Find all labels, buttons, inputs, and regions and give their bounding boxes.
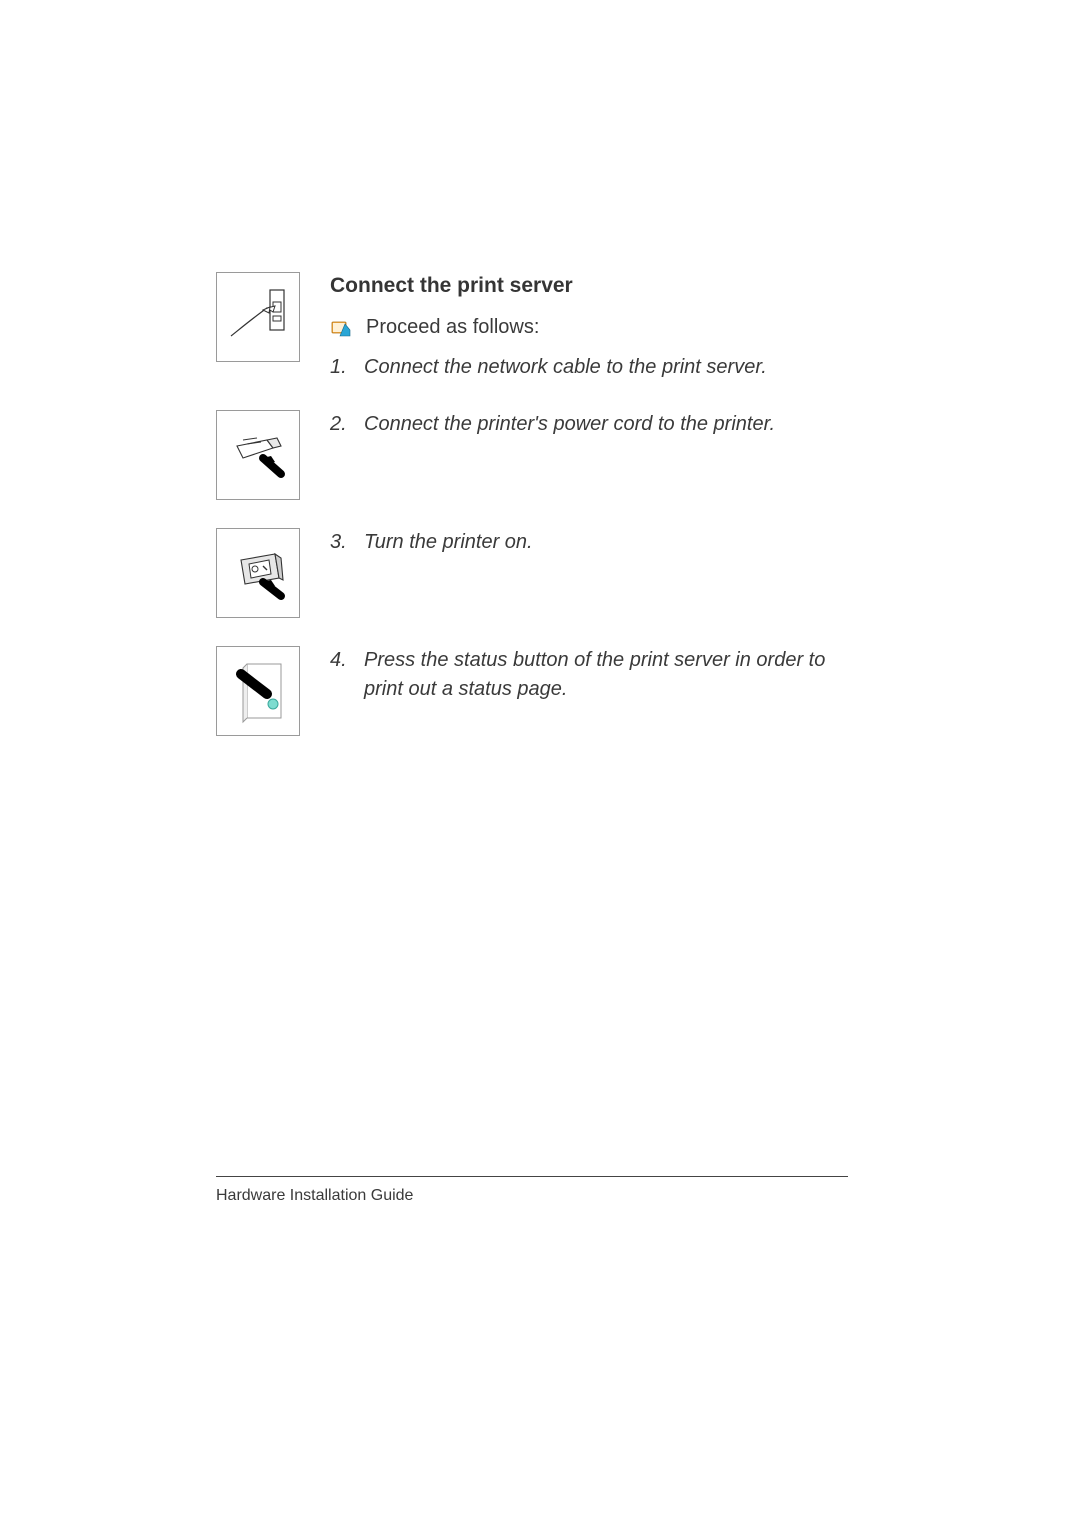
step-3-row: 3. Turn the printer on.: [216, 528, 848, 618]
step-1: 1. Connect the network cable to the prin…: [330, 353, 848, 382]
step-text: Connect the printer's power cord to the …: [364, 410, 848, 439]
step-4-illustration: [216, 646, 300, 736]
power-switch-icon: [223, 536, 293, 610]
intro-row: Proceed as follows:: [330, 316, 848, 339]
step-3-illustration: [216, 528, 300, 618]
power-cord-icon: [223, 418, 293, 492]
step-1-illustration: [216, 272, 300, 362]
network-cable-icon: [223, 280, 293, 354]
step-4: 4. Press the status button of the print …: [330, 646, 848, 704]
step-number: 2.: [330, 410, 364, 439]
intro-text: Proceed as follows:: [366, 316, 539, 339]
step-3: 3. Turn the printer on.: [330, 528, 848, 557]
page-footer: Hardware Installation Guide: [216, 1176, 848, 1205]
section-heading: Connect the print server: [330, 274, 848, 298]
step-2-illustration: [216, 410, 300, 500]
footer-text: Hardware Installation Guide: [216, 1187, 848, 1205]
info-icon: [330, 318, 352, 338]
step-number: 3.: [330, 528, 364, 557]
step-4-row: 4. Press the status button of the print …: [216, 646, 848, 736]
step-text: Connect the network cable to the print s…: [364, 353, 848, 382]
step-text: Press the status button of the print ser…: [364, 646, 848, 704]
step-number: 1.: [330, 353, 364, 382]
step-text: Turn the printer on.: [364, 528, 848, 557]
status-button-icon: [223, 654, 293, 728]
page-content: Connect the print server Proceed as foll…: [216, 272, 848, 736]
step-2-row: 2. Connect the printer's power cord to t…: [216, 410, 848, 500]
heading-block: Connect the print server Proceed as foll…: [216, 272, 848, 382]
step-number: 4.: [330, 646, 364, 675]
footer-rule: [216, 1176, 848, 1177]
step-2: 2. Connect the printer's power cord to t…: [330, 410, 848, 439]
